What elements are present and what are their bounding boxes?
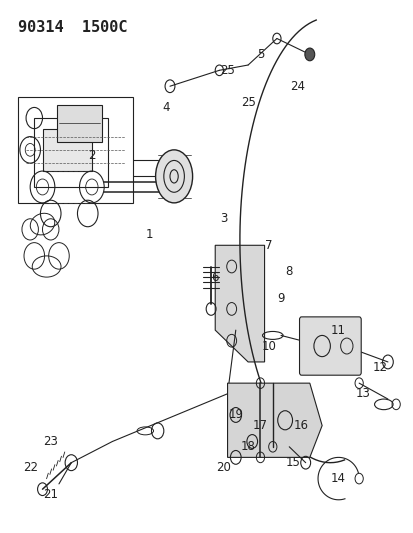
Text: 16: 16 <box>293 419 309 432</box>
Text: 90314  1500C: 90314 1500C <box>18 20 127 35</box>
Text: 17: 17 <box>252 419 267 432</box>
Text: 14: 14 <box>330 472 345 485</box>
Text: 20: 20 <box>216 462 230 474</box>
Circle shape <box>354 473 362 484</box>
Text: 2: 2 <box>88 149 95 161</box>
FancyBboxPatch shape <box>43 128 92 171</box>
Text: 23: 23 <box>43 435 58 448</box>
Text: 8: 8 <box>285 265 292 278</box>
Text: 4: 4 <box>162 101 169 114</box>
Text: 12: 12 <box>371 361 386 374</box>
Text: 19: 19 <box>228 408 243 422</box>
Text: 22: 22 <box>23 462 38 474</box>
Text: 13: 13 <box>355 387 370 400</box>
Text: 10: 10 <box>261 340 275 352</box>
Ellipse shape <box>155 150 192 203</box>
Polygon shape <box>215 245 264 362</box>
Text: 25: 25 <box>220 64 235 77</box>
Text: 15: 15 <box>285 456 300 469</box>
Text: 18: 18 <box>240 440 255 453</box>
Text: 24: 24 <box>289 80 304 93</box>
Text: 3: 3 <box>219 212 227 225</box>
Text: 9: 9 <box>277 292 284 305</box>
Text: 7: 7 <box>264 239 272 252</box>
Text: 1: 1 <box>145 228 153 241</box>
Text: 6: 6 <box>211 271 218 284</box>
Text: 5: 5 <box>256 48 263 61</box>
Text: 11: 11 <box>330 324 345 337</box>
Text: 25: 25 <box>240 95 255 109</box>
FancyBboxPatch shape <box>57 105 102 142</box>
Polygon shape <box>227 383 321 457</box>
Text: 21: 21 <box>43 488 58 501</box>
Circle shape <box>304 48 314 61</box>
FancyBboxPatch shape <box>299 317 360 375</box>
